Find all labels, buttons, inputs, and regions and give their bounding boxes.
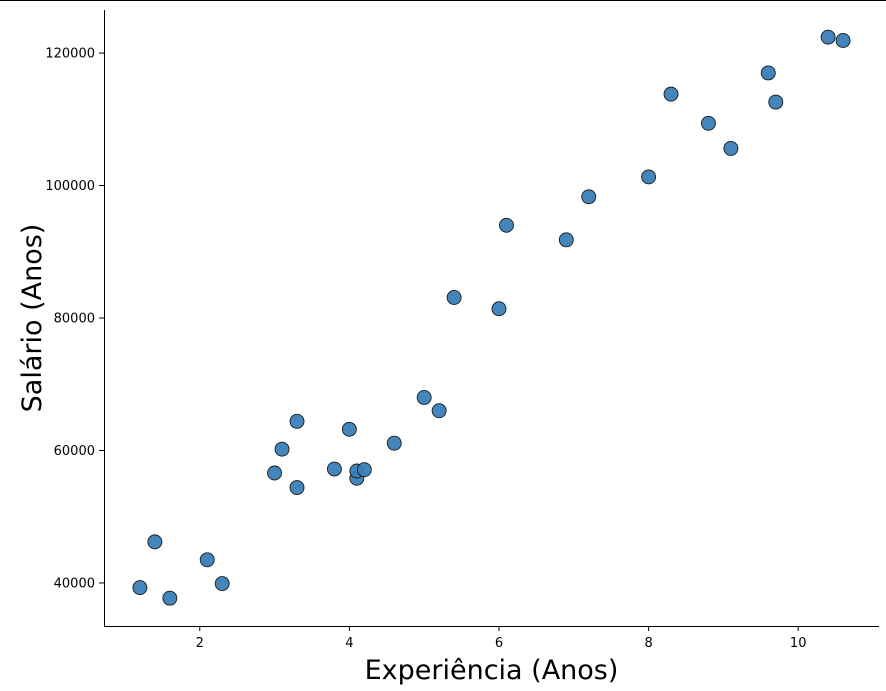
data-point <box>760 65 776 81</box>
data-point <box>267 465 283 481</box>
data-point <box>341 421 357 437</box>
data-point <box>132 580 148 596</box>
data-points <box>132 29 851 606</box>
x-tick-label: 2 <box>196 636 204 651</box>
data-point <box>147 534 163 550</box>
data-point <box>641 169 657 185</box>
y-tick-label: 80000 <box>54 312 95 327</box>
data-point <box>835 33 851 48</box>
data-point <box>446 290 462 305</box>
data-point <box>214 576 230 592</box>
data-point <box>700 115 716 131</box>
x-tick-label: 10 <box>790 636 807 651</box>
y-tick-label: 100000 <box>45 179 95 194</box>
data-point <box>431 403 447 419</box>
data-point <box>499 217 514 233</box>
data-point <box>663 86 679 102</box>
data-point <box>199 552 215 568</box>
data-point <box>820 29 836 45</box>
y-tick-label: 60000 <box>54 444 95 459</box>
y-tick-label: 40000 <box>54 576 95 591</box>
x-axis-ticks: 2 4 6 8 10 <box>196 626 807 651</box>
data-point <box>386 435 402 451</box>
data-point <box>326 461 342 477</box>
axes <box>104 10 879 627</box>
data-point <box>723 140 739 156</box>
data-point <box>581 189 597 205</box>
x-tick-label: 8 <box>644 636 652 651</box>
x-tick-label: 6 <box>495 636 503 651</box>
data-point <box>491 301 507 317</box>
data-point <box>558 232 574 248</box>
data-point <box>356 462 372 478</box>
x-tick-label: 4 <box>345 636 353 651</box>
x-axis-title: Experiência (Anos) <box>365 655 619 686</box>
data-point <box>162 590 178 606</box>
y-tick-label: 120000 <box>45 47 95 62</box>
data-point <box>274 441 290 457</box>
y-axis-ticks: 40000 60000 80000 100000 120000 <box>45 47 104 591</box>
data-point <box>768 94 784 110</box>
y-axis-title: Salário (Anos) <box>17 224 48 413</box>
data-point <box>289 480 305 496</box>
data-point <box>416 390 432 405</box>
data-point <box>289 413 305 429</box>
